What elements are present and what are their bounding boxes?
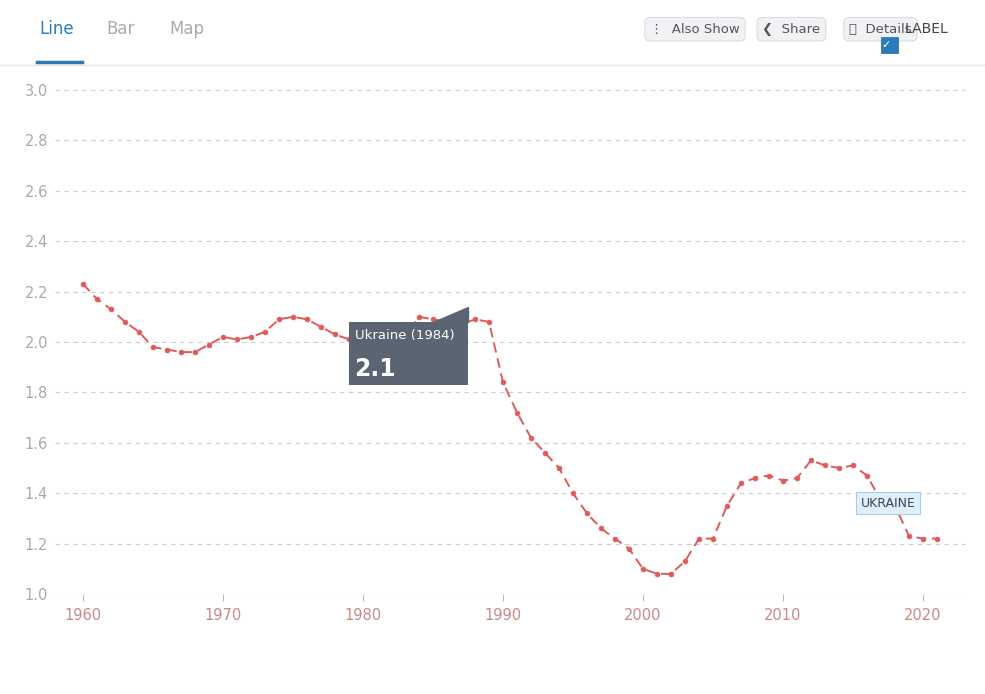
Text: Ukraine (1984): Ukraine (1984) (355, 330, 454, 342)
Text: LABEL: LABEL (904, 22, 948, 36)
Text: Map: Map (169, 20, 205, 38)
Text: ⋮  Also Show: ⋮ Also Show (650, 23, 740, 36)
Polygon shape (433, 307, 468, 322)
Text: 2.1: 2.1 (355, 357, 396, 381)
Text: ❮  Share: ❮ Share (762, 23, 821, 36)
Text: Bar: Bar (106, 20, 135, 38)
Text: ⓘ  Details: ⓘ Details (849, 23, 912, 36)
FancyBboxPatch shape (349, 322, 468, 385)
Text: ✓: ✓ (882, 40, 891, 50)
Text: Line: Line (39, 20, 74, 38)
Text: UKRAINE: UKRAINE (861, 497, 915, 510)
